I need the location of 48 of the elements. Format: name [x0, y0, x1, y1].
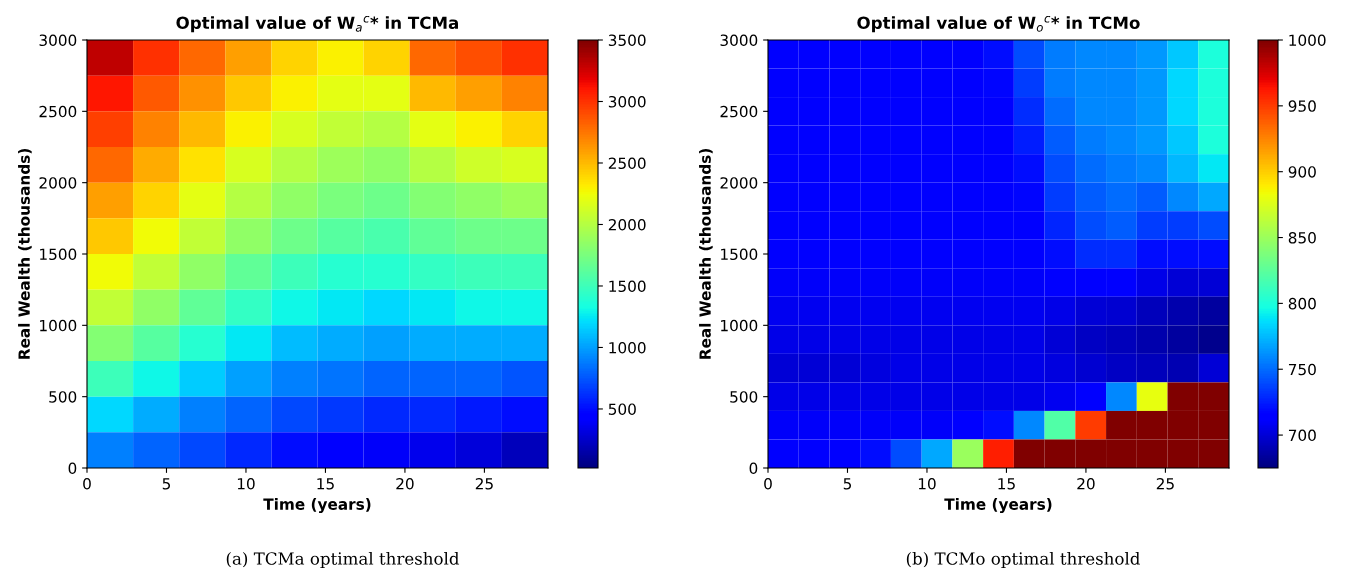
color-bar-label: 750: [1288, 363, 1316, 376]
x-tick-label: 25: [1156, 477, 1174, 490]
x-tick-label: 5: [162, 478, 171, 490]
y-tick-label: 1500: [40, 248, 77, 261]
text: (b) TCMo optimal threshold: [906, 551, 1140, 569]
color-bar-label: 500: [608, 403, 636, 415]
color-bar-label: 900: [1288, 166, 1316, 178]
y-tick-label: 500: [730, 391, 758, 403]
x-tick-label: 5: [843, 478, 852, 490]
color-bar-label: 2500: [608, 157, 646, 170]
chart-title: Optimal value of W$_{o}$$^{c}$* in TCMo: [857, 15, 1140, 33]
text: (a) TCMa optimal threshold: [226, 551, 460, 569]
x-tick-label: 10: [237, 477, 255, 490]
y-axis-title: Real Wealth (thousands): [699, 149, 713, 359]
color-bar-label: 950: [1288, 100, 1316, 112]
y-tick-label: 2000: [720, 177, 758, 189]
y-tick-label: 2000: [39, 177, 77, 189]
y-tick-label: 2500: [720, 105, 758, 118]
color-bar-label: 3500: [608, 34, 646, 47]
y-axis-title: Real Wealth (thousands): [18, 149, 32, 359]
x-axis-title: Time (years): [944, 498, 1052, 513]
x-tick-label: 20: [396, 477, 414, 490]
x-tick-label: 15: [998, 478, 1015, 490]
y-tick-label: 2500: [39, 105, 77, 118]
y-tick-label: 0: [749, 462, 758, 475]
color-bar-label: 2000: [608, 218, 646, 231]
color-bar-label: 1500: [609, 280, 646, 292]
color-bar-label: 700: [1288, 429, 1316, 442]
x-tick-label: 10: [918, 477, 936, 490]
y-tick-label: 0: [68, 462, 77, 475]
x-tick-label: 15: [317, 478, 334, 490]
color-bar-label: 800: [1288, 297, 1316, 310]
color-bar-label: 1000: [609, 341, 646, 354]
y-tick-label: 3000: [720, 34, 758, 47]
x-tick-label: 20: [1077, 477, 1095, 490]
color-bar-label: 3000: [608, 95, 646, 108]
y-tick-label: 500: [49, 391, 77, 403]
chart-title: Optimal value of W$_{a}$$^{c}$* in TCMa: [176, 15, 458, 33]
y-tick-label: 1500: [721, 248, 758, 261]
x-tick-label: 0: [83, 477, 91, 490]
x-axis-title: Time (years): [263, 498, 371, 513]
y-tick-label: 1000: [721, 319, 758, 332]
x-tick-label: 25: [475, 477, 493, 490]
y-tick-label: 1000: [40, 319, 77, 332]
x-tick-label: 0: [764, 477, 772, 490]
y-tick-label: 3000: [39, 34, 77, 47]
color-bar-label: 850: [1288, 232, 1316, 244]
color-bar-label: 1000: [1289, 34, 1326, 47]
